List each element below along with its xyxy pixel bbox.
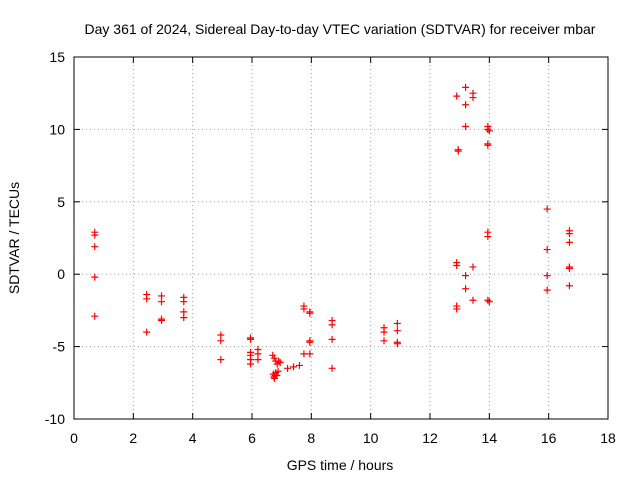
data-point: [462, 83, 470, 91]
y-tick-label: 0: [57, 266, 65, 282]
y-tick-label: -10: [45, 411, 65, 427]
data-point: [485, 127, 493, 135]
data-point: [290, 363, 298, 371]
data-point: [543, 246, 551, 254]
data-point: [462, 101, 470, 109]
data-point: [306, 338, 314, 346]
data-point: [180, 314, 188, 322]
data-point: [274, 367, 282, 375]
data-point: [300, 305, 308, 313]
data-point: [393, 340, 401, 348]
grid: [74, 57, 608, 419]
x-axis-title: GPS time / hours: [287, 457, 394, 473]
data-point: [484, 125, 492, 133]
data-point: [143, 328, 151, 336]
chart-title: Day 361 of 2024, Sidereal Day-to-day VTE…: [85, 21, 596, 37]
data-point: [306, 309, 314, 317]
data-point: [328, 364, 336, 372]
x-tick-label: 14: [482, 430, 498, 446]
data-point: [91, 273, 99, 281]
data-point: [484, 296, 492, 304]
data-point: [273, 372, 281, 380]
data-point: [306, 350, 314, 358]
x-tick-label: 16: [541, 430, 557, 446]
data-point: [91, 243, 99, 251]
data-point: [462, 123, 470, 131]
data-point: [565, 264, 573, 272]
y-tick-label: 10: [49, 121, 65, 137]
y-tick-label: 5: [57, 194, 65, 210]
data-point: [328, 335, 336, 343]
data-point: [254, 356, 262, 364]
data-point: [565, 238, 573, 246]
axis-ticks: 0 2 4 6 8 10 12 14 16 18 -10 -5 0 5 10 15: [45, 49, 616, 446]
data-point: [454, 147, 462, 155]
data-point: [91, 231, 99, 239]
data-point: [217, 356, 225, 364]
data-point: [565, 282, 573, 290]
data-point: [462, 272, 470, 280]
data-points: [91, 83, 573, 382]
data-point: [247, 360, 255, 368]
data-point: [328, 321, 336, 329]
data-point: [462, 285, 470, 293]
data-point: [485, 298, 493, 306]
data-point: [300, 350, 308, 358]
data-point: [469, 263, 477, 271]
data-point: [217, 337, 225, 345]
data-point: [543, 286, 551, 294]
data-point: [453, 92, 461, 100]
x-tick-label: 4: [189, 430, 197, 446]
data-point: [469, 94, 477, 102]
data-point: [180, 298, 188, 306]
data-point: [380, 337, 388, 345]
data-point: [275, 357, 283, 365]
x-tick-label: 18: [600, 430, 616, 446]
plot-area-frame: [73, 56, 609, 420]
data-point: [393, 319, 401, 327]
data-point: [284, 364, 292, 372]
x-tick-label: 10: [363, 430, 379, 446]
data-point: [393, 327, 401, 335]
data-point: [543, 205, 551, 213]
data-point: [484, 141, 492, 149]
data-point: [469, 296, 477, 304]
y-tick-label: -5: [53, 339, 66, 355]
data-point: [295, 361, 303, 369]
data-point: [143, 295, 151, 303]
data-point: [543, 272, 551, 280]
data-point: [158, 298, 166, 306]
data-point: [453, 305, 461, 313]
x-tick-label: 12: [422, 430, 438, 446]
x-tick-label: 6: [248, 430, 256, 446]
data-point: [91, 312, 99, 320]
data-point: [484, 233, 492, 241]
y-axis-title: SDTVAR / TECUs: [6, 182, 22, 294]
x-tick-label: 8: [307, 430, 315, 446]
y-tick-label: 15: [49, 49, 65, 65]
x-tick-label: 2: [129, 430, 137, 446]
data-point: [158, 317, 166, 325]
data-point: [276, 359, 284, 367]
data-point: [247, 335, 255, 343]
data-point: [453, 262, 461, 270]
data-point: [565, 230, 573, 238]
data-point: [380, 328, 388, 336]
x-tick-label: 0: [70, 430, 78, 446]
